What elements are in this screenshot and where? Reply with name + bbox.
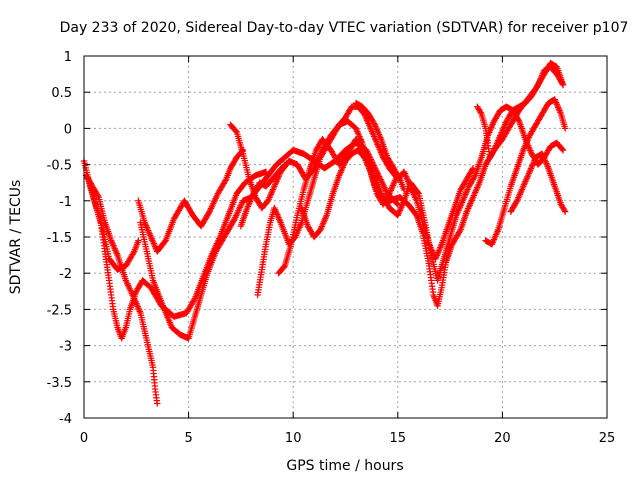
data-point bbox=[559, 80, 566, 87]
data-point bbox=[280, 263, 288, 271]
x-tick-label: 0 bbox=[80, 431, 88, 446]
data-point bbox=[190, 296, 198, 304]
data-point bbox=[280, 162, 288, 169]
data-point bbox=[400, 186, 408, 194]
data-point bbox=[558, 145, 566, 153]
data-point bbox=[513, 198, 520, 206]
data-point bbox=[559, 81, 567, 89]
series-track-10 bbox=[474, 63, 567, 161]
chart-title: Day 233 of 2020, Sidereal Day-to-day VTE… bbox=[60, 20, 629, 36]
plot-frame bbox=[83, 55, 608, 419]
y-tick-label: -4 bbox=[59, 412, 72, 427]
series-track-11 bbox=[482, 96, 569, 248]
x-tick-label: 15 bbox=[390, 431, 407, 446]
series-track-12 bbox=[507, 150, 569, 215]
data-point bbox=[533, 83, 541, 90]
tick-layer: 0 5 10 15 20 25 1 0.5 0 -0.5 -1 -1.5 -2 -2.5 -3 -3.5 -4 bbox=[47, 50, 616, 446]
data-point bbox=[222, 177, 229, 184]
data-point bbox=[94, 192, 102, 200]
data-point bbox=[232, 127, 240, 135]
x-axis-label: GPS time / hours bbox=[286, 458, 403, 474]
y-tick-label: 0.5 bbox=[51, 86, 72, 101]
data-point bbox=[135, 237, 142, 244]
data-point bbox=[490, 148, 497, 155]
data-point bbox=[414, 189, 422, 196]
y-axis-label: SDTVAR / TECUs bbox=[8, 180, 24, 295]
x-tick-label: 10 bbox=[285, 431, 302, 446]
y-tick-label: -1 bbox=[59, 195, 72, 210]
y-tick-label: 1 bbox=[64, 50, 72, 65]
data-point bbox=[456, 228, 463, 235]
points-layer bbox=[80, 60, 569, 407]
data-point bbox=[561, 208, 569, 215]
y-tick-label: 0 bbox=[64, 122, 72, 137]
data-point bbox=[370, 120, 378, 127]
data-point bbox=[477, 109, 484, 116]
y-tick-label: -0.5 bbox=[47, 159, 72, 174]
x-tick-label: 25 bbox=[599, 431, 616, 446]
data-point bbox=[385, 191, 392, 199]
data-point bbox=[230, 217, 238, 224]
x-tick-label: 20 bbox=[494, 431, 511, 446]
data-point bbox=[154, 400, 161, 407]
series-track-8 bbox=[275, 103, 567, 284]
data-point bbox=[561, 125, 569, 132]
data-point bbox=[515, 116, 522, 124]
series-track-14 bbox=[237, 161, 289, 230]
data-point bbox=[559, 146, 567, 154]
series-track-13 bbox=[352, 99, 408, 194]
y-tick-label: -2.5 bbox=[47, 303, 72, 318]
data-point bbox=[205, 209, 212, 217]
data-point bbox=[471, 173, 478, 181]
y-tick-label: -3.5 bbox=[47, 376, 72, 391]
data-point bbox=[561, 207, 568, 214]
x-tick-label: 5 bbox=[184, 431, 192, 446]
data-point bbox=[130, 249, 137, 257]
data-point bbox=[281, 161, 289, 168]
y-tick-label: -3 bbox=[59, 340, 72, 355]
data-point bbox=[395, 174, 403, 181]
y-tick-label: -2 bbox=[59, 267, 72, 282]
y-tick-label: -1.5 bbox=[47, 231, 72, 246]
